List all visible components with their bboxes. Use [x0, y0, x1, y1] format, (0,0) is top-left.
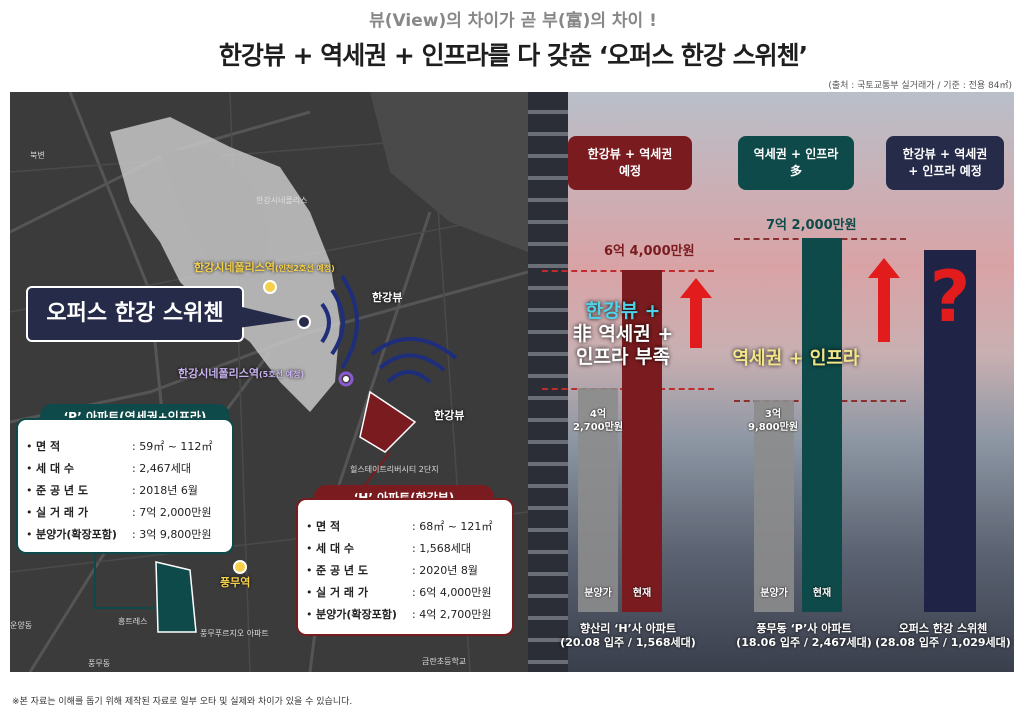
h-row-price: • 실 거 래 가: 6억 4,000만원: [306, 586, 492, 599]
opus-bar: [924, 250, 976, 612]
h-row-sale: • 분양가(확장포함): 4억 2,700만원: [306, 608, 492, 621]
p-highlight: 역세권 + 인프라: [732, 348, 860, 369]
map-place: 풍무동: [88, 659, 111, 668]
p-current-value: 7억 2,000만원: [766, 218, 857, 233]
h-sale-bar: [578, 388, 618, 612]
tagline: 뷰(View)의 차이가 곧 부(富)의 차이 !: [369, 11, 657, 31]
p-sale-bar: [754, 400, 794, 612]
question-mark: ?: [929, 256, 971, 338]
opus-callout: 오퍼스 한강 스위첸: [26, 286, 244, 342]
map-place: 한강시네폴리스: [256, 196, 308, 205]
h-now-label: 현재: [632, 588, 652, 599]
map-panel: 한강시네폴리스역(인천2호선 예정) 한강시네폴리스역(5호선 예정) 한강뷰 …: [10, 92, 528, 672]
p-current-bar: [802, 238, 842, 612]
h-current-value: 6억 4,000만원: [604, 244, 695, 259]
h-sale-label: 분양가: [584, 588, 612, 599]
p-sale-label: 분양가: [760, 588, 788, 599]
footnote: ※본 자료는 이해를 돕기 위해 제작된 자료로 일부 오타 및 실제와 차이가…: [12, 697, 353, 707]
map-place: 흥트레스: [118, 617, 148, 626]
hangang-view-label-2: 한강뷰: [434, 409, 465, 422]
p-now-label: 현재: [812, 588, 832, 599]
opus-caption: 오퍼스 한강 스위첸 (28.08 입주 / 1,029세대): [875, 622, 1011, 649]
map-place: 풍무푸르지오 아파트: [200, 629, 269, 638]
source-note: (출처 : 국토교통부 실거래가 / 기준 : 전용 84㎡): [828, 81, 1012, 91]
p-arrow-up-icon: [868, 258, 900, 342]
callout-pointer: [238, 306, 296, 328]
comparison-panel: 한강뷰 + 역세권 예정 역세권 + 인프라 多 한강뷰 + 역세권 + 인프라…: [528, 92, 1014, 672]
yellow-station-label: 한강시네폴리스역(인천2호선 예정): [194, 261, 335, 274]
p-row-sale: • 분양가(확장포함): 3억 9,800만원: [26, 528, 212, 541]
p-caption: 풍무동 ‘P’사 아파트 (18.06 입주 / 2,467세대): [736, 622, 872, 649]
h-row-completed: • 준 공 년 도: 2020년 8월: [306, 564, 478, 577]
map-place: 북변: [30, 151, 45, 160]
p-row-units: • 세 대 수: 2,467세대: [26, 462, 191, 475]
h-sale-value: 4억 2,700만원: [572, 409, 624, 433]
h-group-header: 한강뷰 + 역세권 예정: [568, 136, 692, 190]
p-row-price: • 실 거 래 가: 7억 2,000만원: [26, 506, 212, 519]
headline: 한강뷰 + 역세권 + 인프라를 다 갖춘 ‘오퍼스 한강 스위첸’: [218, 41, 808, 70]
p-apartment-info: • 면 적: 59㎡ ~ 112㎡ • 세 대 수: 2,467세대 • 준 공…: [16, 418, 234, 554]
map-graphic: [10, 92, 528, 672]
p-row-completed: • 준 공 년 도: 2018년 6월: [26, 484, 198, 497]
map-place: 힐스테이트리버시티 2단지: [350, 465, 439, 474]
h-row-area: • 면 적: 68㎡ ~ 121㎡: [306, 520, 493, 533]
opus-group-header: 한강뷰 + 역세권 + 인프라 예정: [886, 136, 1004, 190]
map-place: 운양동: [10, 621, 33, 630]
h-apartment-info: • 면 적: 68㎡ ~ 121㎡ • 세 대 수: 1,568세대 • 준 공…: [296, 498, 514, 636]
h-arrow-up-icon: [680, 278, 712, 348]
p-row-area: • 면 적: 59㎡ ~ 112㎡: [26, 440, 213, 453]
h-current-bar: [622, 270, 662, 612]
building-facade: [528, 92, 568, 672]
purple-station-label: 한강시네폴리스역(5호선 예정): [178, 367, 305, 380]
hangang-view-label-1: 한강뷰: [372, 291, 403, 304]
pungmu-station-label: 풍무역: [220, 576, 251, 589]
h-row-units: • 세 대 수: 1,568세대: [306, 542, 471, 555]
h-caption: 향산리 ‘H’사 아파트 (20.08 입주 / 1,568세대): [560, 622, 696, 649]
map-place: 금란초등학교: [422, 657, 467, 666]
p-sale-value: 3억 9,800만원: [747, 409, 799, 433]
p-group-header: 역세권 + 인프라 多: [738, 136, 854, 190]
h-highlight: 한강뷰 + 非 역세권 + 인프라 부족: [572, 300, 674, 368]
